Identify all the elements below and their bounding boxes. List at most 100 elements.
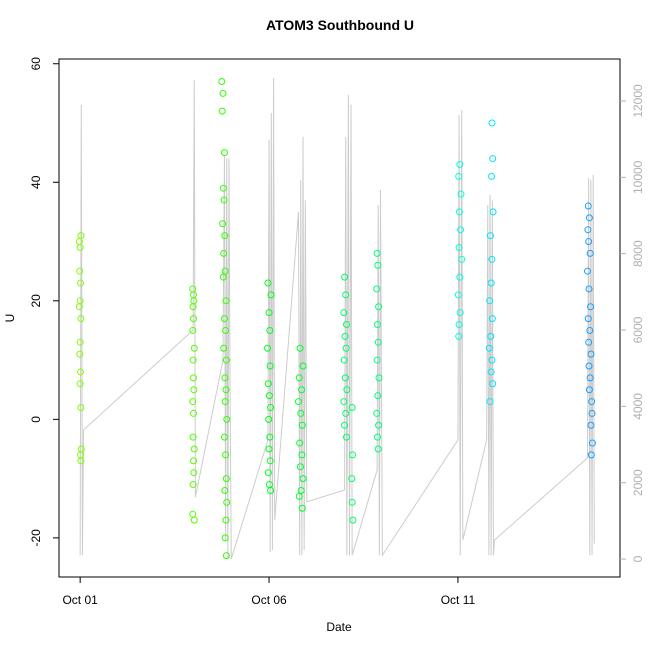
data-point — [585, 238, 593, 246]
data-line — [79, 78, 595, 560]
data-point — [374, 261, 382, 269]
data-point — [454, 291, 462, 299]
data-point — [584, 267, 592, 275]
data-point — [585, 386, 593, 394]
data-point — [222, 516, 230, 524]
data-point — [77, 279, 85, 287]
x-tick-label: Oct 11 — [441, 593, 476, 607]
data-point — [340, 309, 348, 317]
data-point — [266, 433, 274, 441]
y2-tick-label: 0 — [631, 555, 645, 562]
data-point — [343, 386, 351, 394]
data-point — [456, 160, 464, 168]
data-point — [220, 433, 228, 441]
data-point — [487, 279, 495, 287]
data-point — [220, 249, 228, 257]
data-point — [586, 326, 594, 334]
data-point — [456, 309, 464, 317]
data-point — [220, 196, 228, 204]
data-point — [76, 243, 84, 251]
data-point — [298, 451, 306, 459]
y2-tick-label: 8000 — [631, 240, 645, 267]
data-point — [219, 220, 227, 228]
data-point — [487, 332, 495, 340]
data-point — [373, 249, 381, 257]
data-point — [341, 374, 349, 382]
data-point — [221, 232, 229, 240]
data-point — [375, 421, 383, 429]
data-point — [77, 315, 85, 323]
data-point — [455, 321, 463, 329]
data-point — [190, 445, 198, 453]
data-point — [486, 297, 494, 305]
data-point — [76, 267, 84, 275]
data-point — [373, 356, 381, 364]
data-point — [264, 380, 272, 388]
data-point — [489, 155, 497, 163]
data-point — [219, 273, 227, 281]
data-point — [265, 481, 273, 489]
data-point — [190, 469, 198, 477]
data-point — [264, 469, 272, 477]
data-point — [486, 398, 494, 406]
y-tick-label: 40 — [29, 175, 43, 189]
data-point — [220, 315, 228, 323]
data-point — [298, 386, 306, 394]
data-point — [190, 297, 198, 305]
data-point — [77, 403, 85, 411]
data-point — [584, 226, 592, 234]
data-point — [222, 326, 230, 334]
data-point — [585, 214, 593, 222]
data-point — [295, 398, 303, 406]
data-point — [584, 202, 592, 210]
y-tick-label: 0 — [29, 416, 43, 423]
data-point — [374, 445, 382, 453]
data-point — [264, 344, 272, 352]
data-point — [348, 403, 356, 411]
data-point — [222, 552, 230, 560]
data-point — [374, 392, 382, 400]
data-point — [267, 486, 275, 494]
data-point — [455, 208, 463, 216]
data-point — [456, 273, 464, 281]
data-point — [266, 457, 274, 465]
x-axis-label: Date — [326, 620, 352, 634]
data-point — [486, 232, 494, 240]
y-tick-label: -20 — [29, 529, 43, 547]
data-point — [485, 344, 493, 352]
y2-tick-label: 6000 — [631, 316, 645, 343]
plot-box — [58, 58, 621, 578]
data-point — [190, 344, 198, 352]
data-point — [299, 475, 307, 483]
data-point — [265, 309, 273, 317]
data-point — [189, 315, 197, 323]
data-point — [587, 421, 595, 429]
data-point — [455, 172, 463, 180]
data-point — [189, 433, 197, 441]
data-point — [342, 433, 350, 441]
data-point — [488, 356, 496, 364]
data-point — [299, 362, 307, 370]
data-point — [189, 356, 197, 364]
data-point — [77, 232, 85, 240]
data-point — [348, 475, 356, 483]
data-point — [587, 303, 595, 311]
data-point — [76, 338, 84, 346]
data-point — [189, 409, 197, 417]
y-axis-label: U — [3, 314, 17, 323]
data-point — [457, 190, 465, 198]
data-point — [588, 439, 596, 447]
data-point — [586, 374, 594, 382]
data-point — [222, 386, 230, 394]
data-point — [298, 504, 306, 512]
data-point — [264, 279, 272, 287]
y2-tick-label: 10000 — [631, 160, 645, 194]
data-point — [375, 374, 383, 382]
data-point — [219, 184, 227, 192]
data-point — [189, 374, 197, 382]
data-point — [189, 481, 197, 489]
data-point — [223, 498, 231, 506]
data-point — [296, 463, 304, 471]
data-point — [373, 409, 381, 417]
